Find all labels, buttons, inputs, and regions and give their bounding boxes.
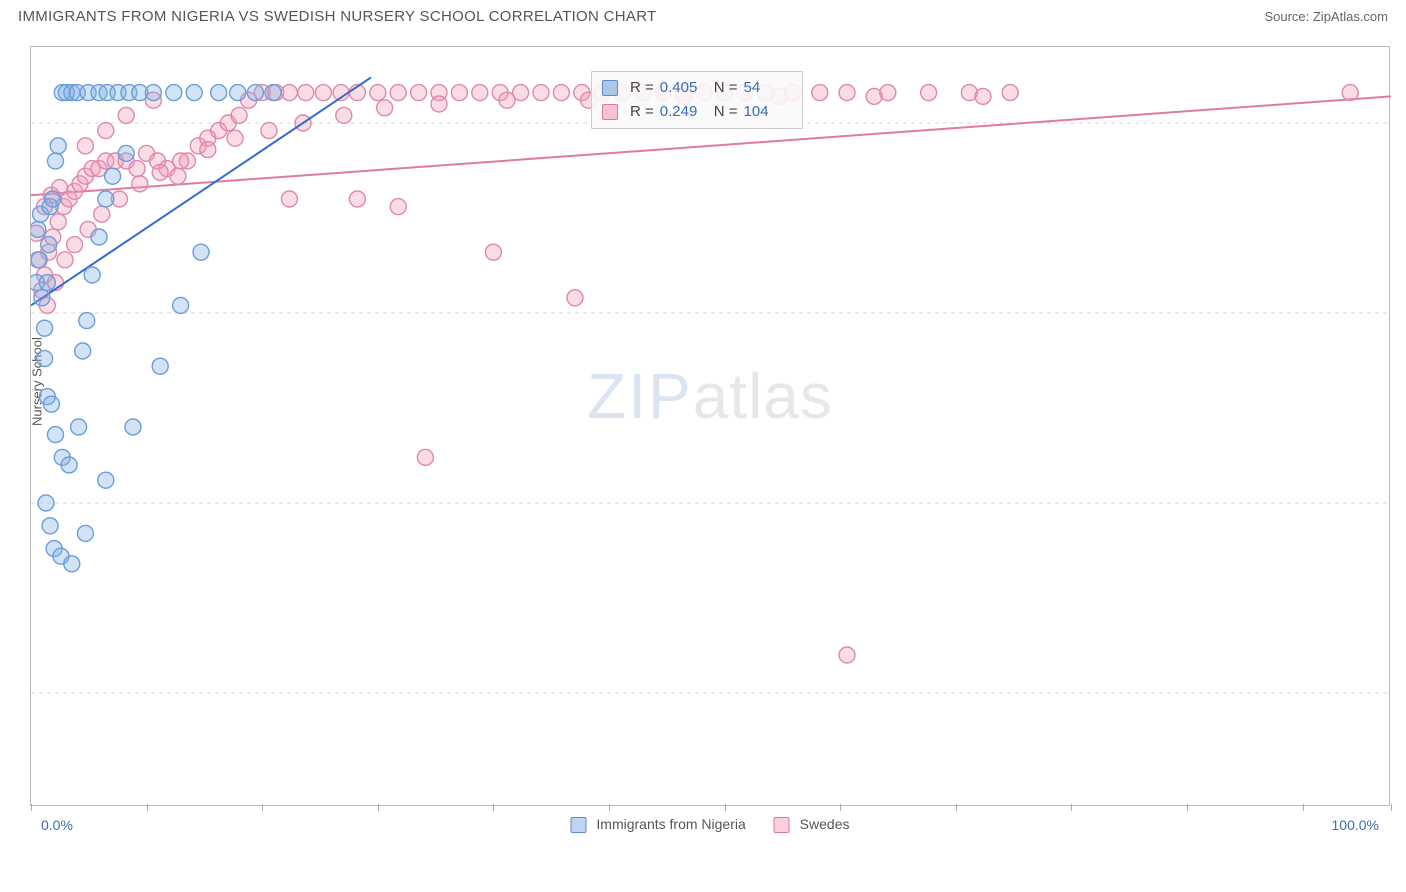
x-tick <box>956 804 957 811</box>
legend-swatch-swedes-icon <box>602 104 618 120</box>
footer-swatch-swedes-icon <box>774 817 790 833</box>
x-tick <box>840 804 841 811</box>
plot-area <box>31 47 1391 807</box>
x-tick <box>493 804 494 811</box>
scatter-chart: Nursery School 100.0%97.5%95.0%92.5% ZIP… <box>30 46 1390 806</box>
source-attribution: Source: ZipAtlas.com <box>1264 9 1388 24</box>
x-tick <box>147 804 148 811</box>
footer-legend-swedes: Swedes <box>774 816 850 833</box>
footer-legend-nigeria: Immigrants from Nigeria <box>571 816 746 833</box>
x-axis-min-label: 0.0% <box>41 817 73 833</box>
x-tick <box>1071 804 1072 811</box>
x-tick <box>378 804 379 811</box>
x-axis-max-label: 100.0% <box>1332 817 1379 833</box>
inset-legend: R = 0.405 N = 54 R = 0.249 N = 104 <box>591 71 803 129</box>
x-tick <box>1187 804 1188 811</box>
x-tick <box>1303 804 1304 811</box>
footer-swatch-nigeria-icon <box>571 817 587 833</box>
x-tick <box>609 804 610 811</box>
x-tick <box>31 804 32 811</box>
inset-legend-row-swedes: R = 0.249 N = 104 <box>602 100 792 124</box>
chart-title: IMMIGRANTS FROM NIGERIA VS SWEDISH NURSE… <box>18 8 657 25</box>
x-tick <box>262 804 263 811</box>
inset-legend-row-nigeria: R = 0.405 N = 54 <box>602 76 792 100</box>
legend-swatch-nigeria-icon <box>602 80 618 96</box>
x-tick <box>725 804 726 811</box>
footer-legend: Immigrants from Nigeria Swedes <box>571 816 850 833</box>
x-tick <box>1391 804 1392 811</box>
